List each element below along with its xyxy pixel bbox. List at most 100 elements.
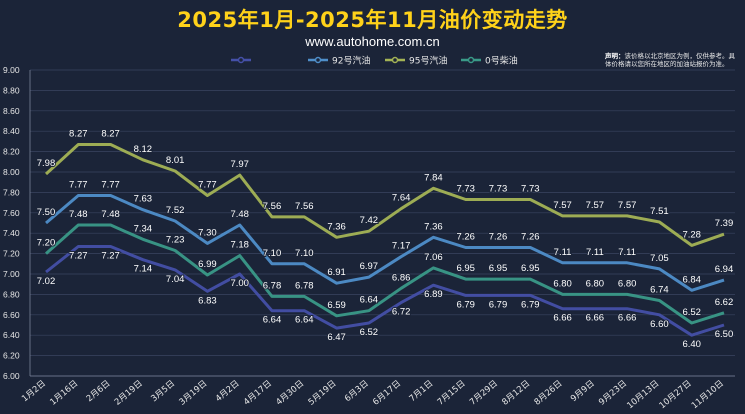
y-tick-label: 9.00 bbox=[3, 65, 20, 75]
x-tick-label: 7月1日 bbox=[408, 379, 436, 405]
data-label: 7.97 bbox=[230, 159, 249, 170]
data-label: 8.01 bbox=[166, 155, 185, 166]
data-label: 7.48 bbox=[101, 209, 120, 220]
data-label: 7.27 bbox=[69, 250, 88, 261]
x-tick-label: 2月6日 bbox=[85, 379, 113, 405]
data-label: 7.84 bbox=[424, 172, 443, 183]
data-label: 7.98 bbox=[37, 158, 56, 169]
x-tick-label: 4月30日 bbox=[274, 379, 306, 408]
data-label: 6.79 bbox=[521, 299, 540, 310]
legend-marker bbox=[391, 56, 399, 64]
data-label: 6.79 bbox=[456, 299, 475, 310]
data-label: 7.04 bbox=[166, 274, 185, 285]
data-label: 7.56 bbox=[263, 201, 282, 212]
x-tick-label: 6月17日 bbox=[371, 379, 403, 408]
x-tick-label: 10月27日 bbox=[658, 379, 694, 411]
data-label: 6.62 bbox=[715, 297, 734, 308]
legend-label: 95号汽油 bbox=[409, 55, 447, 67]
legend-label: 0号柴油 bbox=[485, 55, 518, 67]
x-tick-label: 4月2日 bbox=[214, 379, 242, 405]
x-tick-label: 2月19日 bbox=[113, 379, 145, 408]
y-tick-label: 8.40 bbox=[3, 126, 20, 136]
data-label: 6.52 bbox=[360, 327, 379, 338]
data-label: 6.66 bbox=[586, 313, 605, 324]
data-label: 6.80 bbox=[553, 278, 572, 289]
series-line-3 bbox=[45, 245, 725, 337]
data-labels: 7.50 7.77 7.77 7.63 7.52 7.30 7.48 7.10 7.10 6.91… bbox=[36, 127, 735, 351]
data-label: 6.78 bbox=[263, 280, 282, 291]
data-label: 7.57 bbox=[618, 200, 637, 211]
data-label: 6.91 bbox=[327, 267, 346, 278]
data-label: 7.39 bbox=[715, 218, 734, 229]
series-lines bbox=[44, 143, 725, 337]
legend-marker bbox=[314, 56, 322, 64]
data-label: 7.36 bbox=[424, 221, 443, 232]
x-tick-label: 3月19日 bbox=[177, 379, 209, 408]
data-label: 8.27 bbox=[101, 128, 120, 139]
data-label: 7.77 bbox=[101, 179, 120, 190]
data-label: 7.73 bbox=[521, 184, 540, 195]
data-label: 6.52 bbox=[682, 307, 701, 318]
y-tick-label: 7.00 bbox=[3, 269, 20, 279]
y-tick-label: 6.20 bbox=[3, 351, 20, 361]
series-line-1 bbox=[44, 143, 725, 247]
legend-marker bbox=[237, 56, 245, 64]
data-label: 6.80 bbox=[618, 278, 637, 289]
x-tick-label: 1月16日 bbox=[48, 379, 80, 408]
x-tick-label: 1月2日 bbox=[20, 379, 48, 405]
data-label: 6.95 bbox=[456, 263, 475, 274]
data-label: 7.05 bbox=[650, 253, 669, 264]
y-tick-label: 8.20 bbox=[3, 147, 20, 157]
data-label: 6.89 bbox=[424, 289, 443, 300]
data-label: 7.11 bbox=[618, 247, 636, 258]
data-label: 7.10 bbox=[263, 248, 282, 259]
series-line-0 bbox=[45, 194, 725, 292]
data-label: 7.50 bbox=[37, 207, 56, 218]
data-label: 7.27 bbox=[101, 250, 120, 261]
x-tick-label: 7月29日 bbox=[468, 379, 500, 408]
series-line-2 bbox=[45, 223, 725, 325]
data-label: 7.73 bbox=[489, 184, 508, 195]
data-label: 7.56 bbox=[295, 201, 314, 212]
x-tick-label: 7月15日 bbox=[436, 379, 468, 408]
data-label: 6.94 bbox=[715, 264, 734, 275]
data-label: 7.42 bbox=[360, 215, 379, 226]
x-tick-label: 4月17日 bbox=[242, 379, 274, 408]
data-label: 7.73 bbox=[456, 184, 475, 195]
data-label: 7.11 bbox=[554, 247, 572, 258]
data-label: 6.72 bbox=[392, 307, 411, 318]
data-label: 6.99 bbox=[198, 259, 217, 270]
data-label: 6.47 bbox=[327, 332, 346, 343]
data-label: 7.00 bbox=[230, 278, 249, 289]
disclaimer-note: 声明：该价格以北京地区为例，仅供参考。具体价格请以您所在地区的加油站报价为准。 bbox=[605, 52, 741, 68]
data-label: 6.84 bbox=[682, 274, 701, 285]
data-label: 7.77 bbox=[69, 179, 88, 190]
data-label: 7.64 bbox=[392, 193, 411, 204]
data-label: 8.27 bbox=[69, 128, 88, 139]
data-label: 7.48 bbox=[69, 209, 88, 220]
y-tick-label: 8.60 bbox=[3, 106, 20, 116]
page-subtitle: www.autohome.com.cn bbox=[305, 34, 440, 49]
disclaimer-label: 声明： bbox=[605, 52, 625, 60]
data-label: 6.50 bbox=[715, 329, 734, 340]
data-label: 7.57 bbox=[586, 200, 605, 211]
data-label: 6.66 bbox=[553, 313, 572, 324]
data-label: 6.64 bbox=[263, 315, 282, 326]
data-label: 7.52 bbox=[166, 205, 185, 216]
data-label: 6.74 bbox=[650, 285, 669, 296]
data-label: 7.28 bbox=[682, 229, 701, 240]
x-tick-label: 5月19日 bbox=[307, 379, 339, 408]
data-label: 7.26 bbox=[521, 231, 540, 242]
y-tick-label: 8.00 bbox=[3, 167, 20, 177]
data-label: 6.40 bbox=[682, 339, 701, 350]
y-tick-label: 6.40 bbox=[3, 330, 20, 340]
x-tick-label: 10月13日 bbox=[625, 379, 661, 411]
data-label: 7.18 bbox=[230, 240, 249, 251]
legend: 92号汽油 95号汽油 0号柴油 bbox=[231, 55, 518, 67]
legend-label: 92号汽油 bbox=[332, 55, 370, 67]
data-label: 7.10 bbox=[295, 248, 314, 259]
y-tick-label: 7.20 bbox=[3, 249, 20, 259]
data-label: 6.78 bbox=[295, 280, 314, 291]
x-tick-label: 3月5日 bbox=[149, 379, 177, 405]
